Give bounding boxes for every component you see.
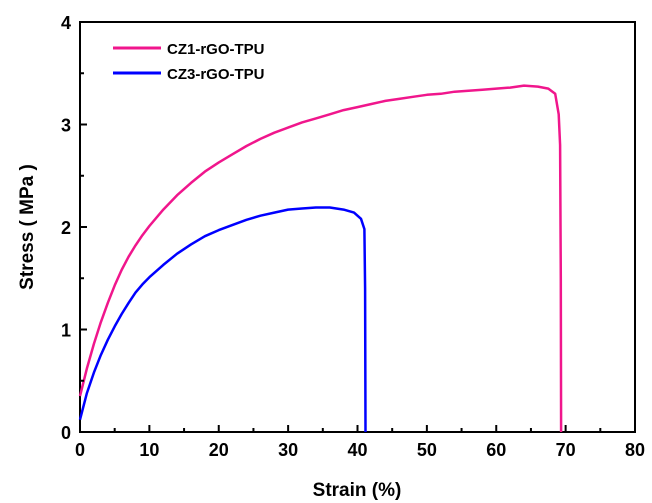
y-axis-label: Stress ( MPa ) bbox=[17, 164, 38, 290]
x-tick-label: 10 bbox=[139, 440, 159, 460]
y-tick-label: 0 bbox=[61, 423, 71, 443]
y-tick-label: 3 bbox=[61, 116, 71, 136]
series-layer bbox=[78, 84, 563, 433]
plot-area-frame bbox=[79, 21, 636, 433]
x-tick-label: 20 bbox=[209, 440, 229, 460]
y-tick-label: 4 bbox=[61, 13, 71, 33]
x-tick-label: 80 bbox=[625, 440, 645, 460]
legend: CZ1-rGO-TPU CZ3-rGO-TPU bbox=[113, 41, 265, 83]
y-tick-label: 2 bbox=[61, 218, 71, 238]
x-tick-label: 40 bbox=[347, 440, 367, 460]
series-line-2 bbox=[78, 206, 367, 433]
legend-label-1: CZ1-rGO-TPU bbox=[167, 41, 265, 58]
legend-label-2: CZ3-rGO-TPU bbox=[167, 66, 265, 83]
x-tick-label: 30 bbox=[278, 440, 298, 460]
x-tick-label: 60 bbox=[486, 440, 506, 460]
tick-layer: 0 10 20 30 40 50 60 70 80 0 1 2 3 4 bbox=[61, 13, 645, 460]
x-axis-label: Strain (%) bbox=[313, 480, 402, 501]
series-line-1 bbox=[78, 84, 563, 433]
x-tick-label: 50 bbox=[417, 440, 437, 460]
x-tick-label: 0 bbox=[75, 440, 85, 460]
y-tick-label: 1 bbox=[61, 321, 71, 341]
x-tick-label: 70 bbox=[556, 440, 576, 460]
